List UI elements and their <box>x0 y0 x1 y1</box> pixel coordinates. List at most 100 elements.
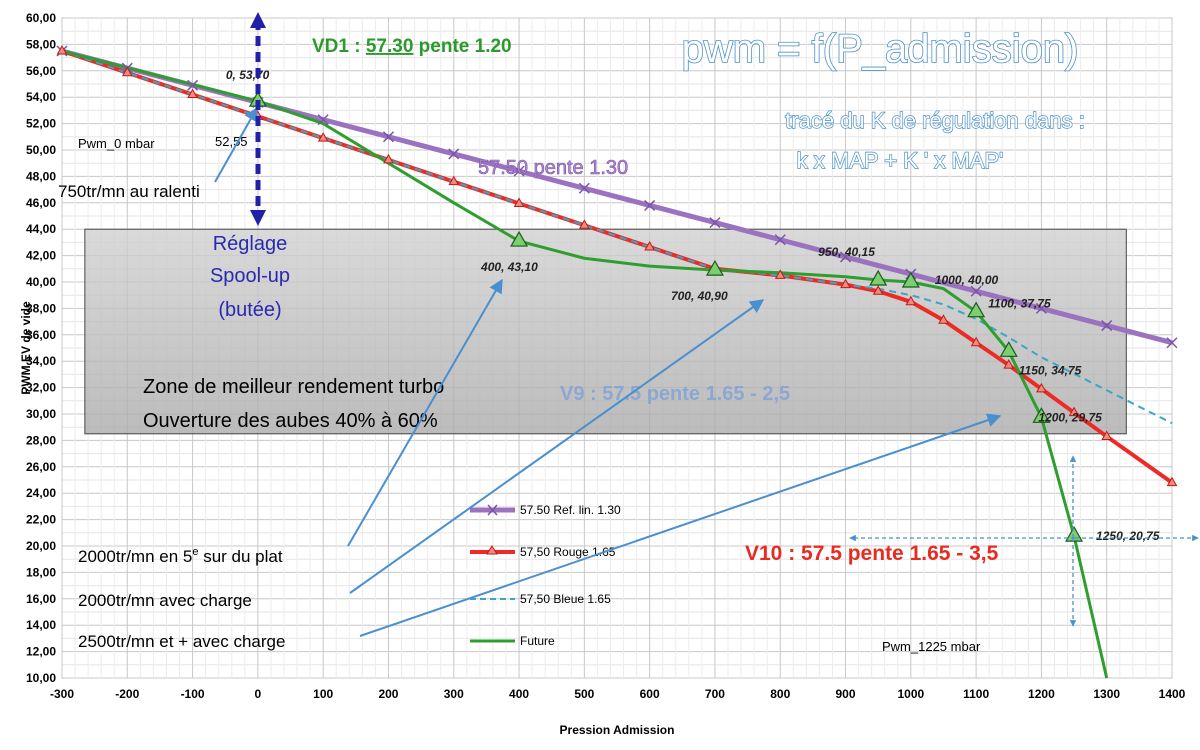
v10-label: V10 : 57.5 pente 1.65 - 3,5 <box>745 542 999 565</box>
legend-label-ref: 57.50 Ref. lin. 1.30 <box>520 503 621 517</box>
legend-label-future: Future <box>520 634 555 648</box>
x-tick-label-1: -200 <box>115 687 139 701</box>
y-tick-label-17: 44,00 <box>26 222 56 236</box>
legend-label-bleue: 57,50 Bleue 1.65 <box>520 592 611 606</box>
marker-rouge-1 <box>121 66 133 77</box>
marker-ref-8 <box>578 182 590 194</box>
legend-marker-rouge <box>486 545 498 555</box>
op1-label: 2000tr/mn en 5e sur du plat <box>78 546 283 566</box>
marker-rouge-4 <box>317 132 329 142</box>
y-tick-label-19: 48,00 <box>26 169 56 183</box>
marker-future-1 <box>510 230 529 247</box>
marker-rouge-6 <box>448 175 460 186</box>
point-label-7: 1200, 29,75 <box>1038 410 1102 424</box>
y-tick-label-5: 20,00 <box>26 539 56 553</box>
marker-ref-6 <box>448 148 460 160</box>
marker-ref-10 <box>709 217 721 229</box>
y-tick-label-3: 16,00 <box>26 592 56 606</box>
marker-future-3 <box>869 269 888 286</box>
x-tick-label-3: 0 <box>255 687 262 701</box>
zone-label-2: Ouverture des aubes 40% à 60% <box>143 410 438 432</box>
y-tick-label-4: 18,00 <box>26 565 56 579</box>
x-tick-label-17: 1400 <box>1159 687 1186 701</box>
marker-rouge-15 <box>938 314 949 324</box>
marker-ref-4 <box>317 114 329 126</box>
marker-rouge-8 <box>578 219 590 229</box>
marker-rouge-19 <box>1068 406 1080 417</box>
y-tick-label-12: 34,00 <box>26 354 56 368</box>
x-tick-label-9: 600 <box>640 687 660 701</box>
x-tick-label-13: 1000 <box>897 687 924 701</box>
value-5255-label: 52,55 <box>215 134 248 149</box>
x-tick-label-6: 300 <box>444 687 464 701</box>
zone-label-1: Zone de meilleur rendement turbo <box>143 376 444 398</box>
marker-ref-17 <box>1166 337 1178 349</box>
marker-future-2 <box>705 259 724 276</box>
marker-rouge-14 <box>905 295 917 306</box>
y-tick-label-15: 40,00 <box>26 275 56 289</box>
marker-rouge-11 <box>774 269 786 279</box>
marker-future-5 <box>967 301 986 318</box>
marker-rouge-18 <box>1036 382 1047 393</box>
ralenti-label: 750tr/mn au ralenti <box>58 182 200 201</box>
y-tick-label-18: 46,00 <box>26 196 56 210</box>
marker-rouge-16 <box>970 336 982 347</box>
marker-rouge-2 <box>187 88 198 99</box>
x-tick-label-0: -300 <box>50 687 74 701</box>
x-tick-label-14: 1100 <box>963 687 989 701</box>
x-tick-label-11: 800 <box>770 687 790 701</box>
x-tick-label-15: 1200 <box>1028 687 1055 701</box>
point-label-4: 1000, 40,00 <box>935 273 999 287</box>
purple-series-label: 57.50 pente 1.30 <box>478 157 628 179</box>
marker-ref-16 <box>1101 320 1113 332</box>
y-tick-label-24: 58,00 <box>26 37 56 51</box>
arrow-op3 <box>359 413 1002 637</box>
x-tick-label-7: 400 <box>509 687 529 701</box>
marker-ref-2 <box>187 79 199 91</box>
reglage-label-2: Spool-up <box>210 265 290 287</box>
y-tick-label-9: 28,00 <box>26 433 56 447</box>
vd1-label: VD1 : 57.30 pente 1.20 <box>312 36 512 57</box>
marker-future-6 <box>999 341 1018 357</box>
pwm1225-label: Pwm_1225 mbar <box>882 639 981 654</box>
arrow-op2 <box>349 299 765 594</box>
legend-marker-ref <box>487 504 498 516</box>
y-tick-label-13: 36,00 <box>26 328 56 342</box>
y-tick-label-23: 56,00 <box>26 64 56 78</box>
reglage-label-3: (butée) <box>218 299 281 321</box>
y-tick-label-16: 42,00 <box>26 249 56 263</box>
x-axis-ticks: -300 -200 -100 0 100 200 300 400 500 600 700 800 900… <box>50 687 1186 701</box>
y-axis-title: PWM EV de vide <box>19 301 33 395</box>
point-label-1: 400, 43,10 <box>480 260 538 274</box>
marker-rouge-12 <box>840 278 851 289</box>
chart-subtitle-1: tracé du K de régulation dans : <box>785 108 1085 133</box>
y-tick-label-1: 12,00 <box>26 645 56 659</box>
point-label-0: 0, 53,70 <box>226 68 270 82</box>
arrow-op1 <box>347 278 503 547</box>
marker-ref-14 <box>970 285 982 297</box>
turbo-zone-box <box>84 228 1127 435</box>
y-tick-label-6: 22,00 <box>26 513 56 527</box>
y-axis-ticks: 10,00 12,00 14,00 16,00 18,00 20,00 22,00 24,00… <box>26 11 56 685</box>
x-tick-label-4: 100 <box>313 687 333 701</box>
x-tick-label-12: 900 <box>836 687 856 701</box>
chart-title: pwm = f(P_admission) <box>682 27 1079 71</box>
marker-rouge-21 <box>1166 476 1178 487</box>
marker-ref-15 <box>1035 302 1047 314</box>
point-label-5: 1100, 37,75 <box>988 297 1051 311</box>
op3-label: 2500tr/mn et + avec charge <box>78 632 285 651</box>
marker-rouge-0 <box>56 44 68 55</box>
op2-label: 2000tr/mn avec charge <box>78 591 252 610</box>
legend: 57.50 Ref. lin. 1.30 57,50 Rouge 1.65 57… <box>470 503 621 648</box>
x-tick-label-2: -100 <box>181 687 205 701</box>
x-tick-label-5: 200 <box>378 687 398 701</box>
y-tick-label-14: 38,00 <box>26 301 56 315</box>
x-tick-label-16: 1300 <box>1093 687 1120 701</box>
marker-ref-12 <box>839 251 852 263</box>
point-label-2: 700, 40,90 <box>671 289 728 303</box>
point-label-3: 950, 40,15 <box>818 245 875 259</box>
marker-ref-5 <box>382 131 395 143</box>
point-label-6: 1150, 34,75 <box>1019 363 1082 377</box>
marker-rouge-7 <box>513 197 525 207</box>
marker-rouge-20 <box>1101 430 1113 440</box>
